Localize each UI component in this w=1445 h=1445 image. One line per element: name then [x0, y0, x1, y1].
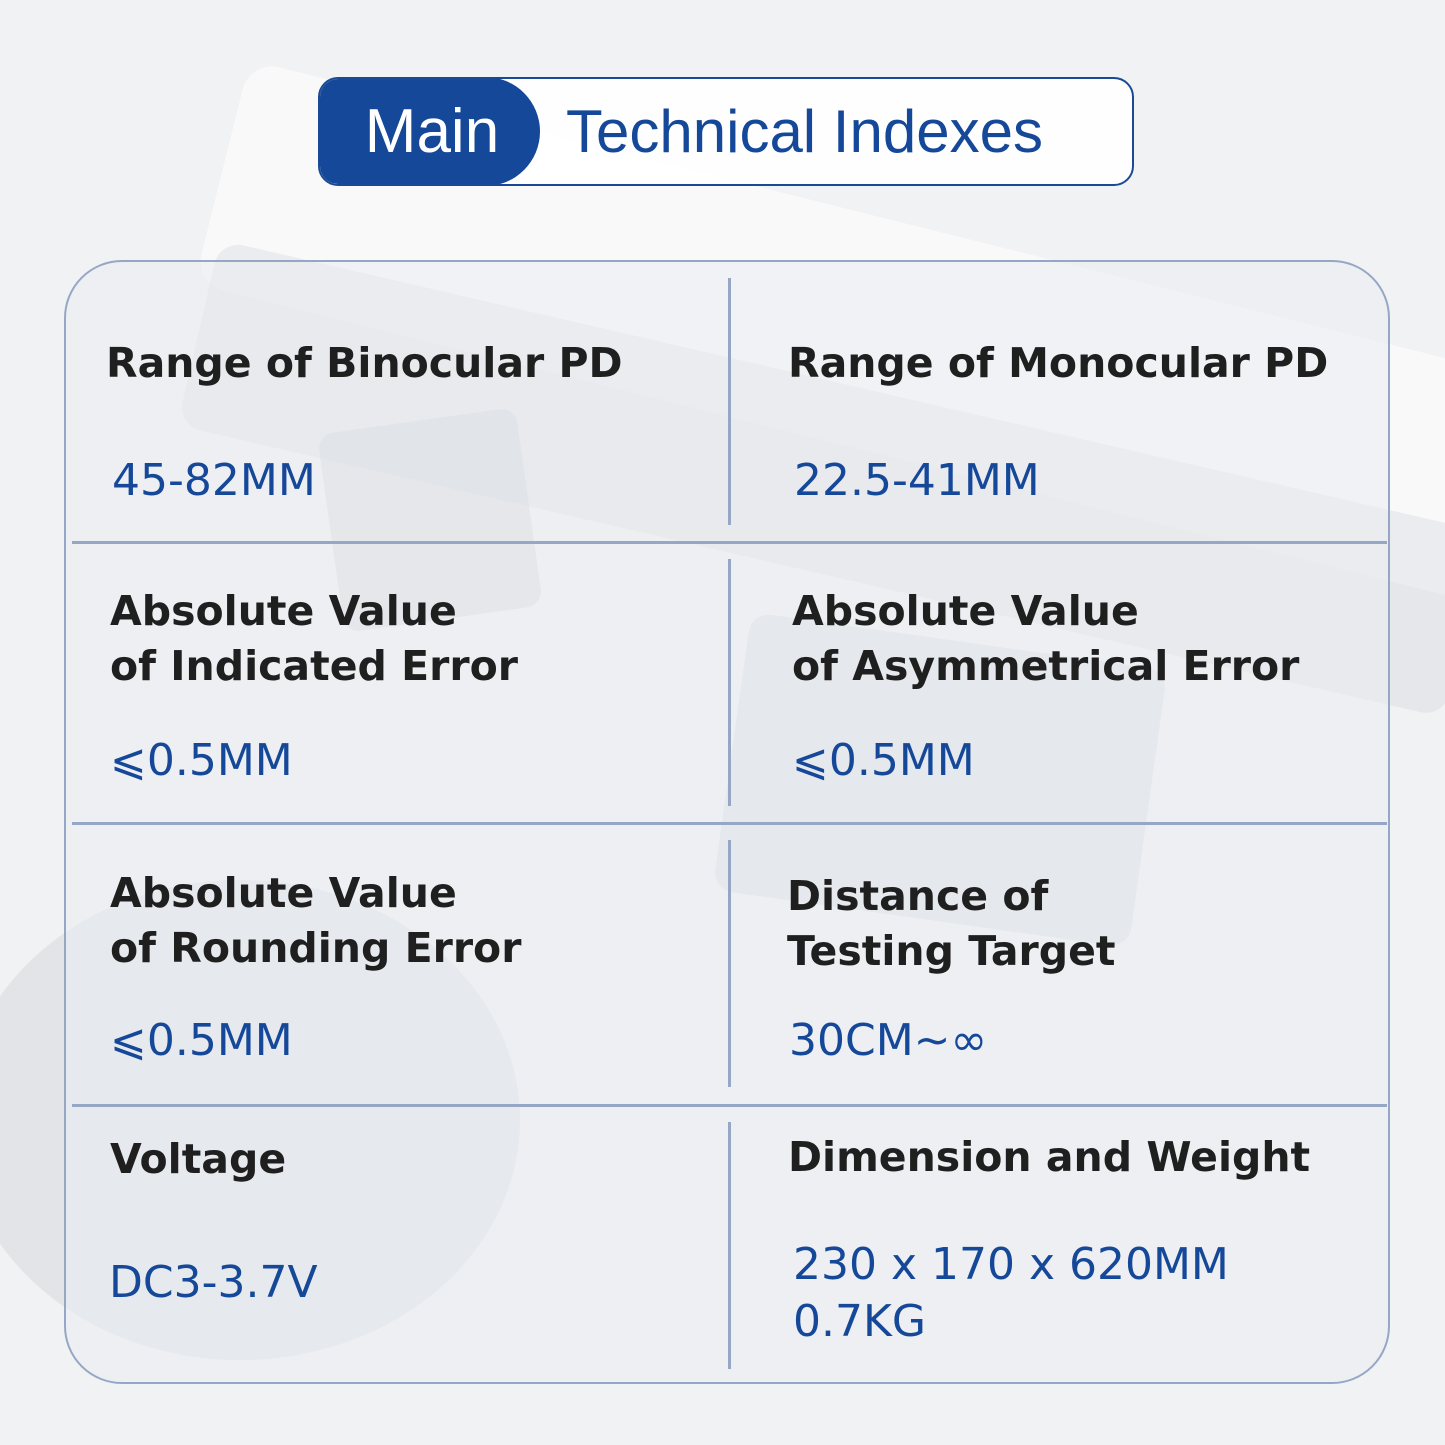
spec-value: ⩽0.5MM [110, 732, 293, 789]
row-divider [72, 822, 1387, 825]
column-divider [728, 840, 731, 1087]
spec-label: Voltage [110, 1132, 286, 1187]
spec-value: 45-82MM [112, 452, 316, 509]
spec-label: Distance of Testing Target [787, 869, 1116, 979]
spec-table: Range of Binocular PD 45-82MM Range of M… [64, 260, 1390, 1384]
spec-value: 30CM~∞ [789, 1012, 987, 1069]
column-divider [728, 559, 731, 806]
page-title: Main Technical Indexes [318, 77, 1134, 186]
spec-label: Absolute Value of Rounding Error [110, 866, 521, 976]
spec-label: Range of Monocular PD [788, 336, 1328, 391]
spec-label: Range of Binocular PD [106, 336, 623, 391]
spec-value: DC3-3.7V [109, 1254, 318, 1311]
title-text: Technical Indexes [566, 79, 1043, 184]
row-divider [72, 1104, 1387, 1107]
column-divider [728, 278, 731, 525]
spec-value: ⩽0.5MM [792, 732, 975, 789]
spec-label: Dimension and Weight [788, 1130, 1310, 1185]
spec-value: 230 x 170 x 620MM 0.7KG [793, 1236, 1229, 1350]
column-divider [728, 1122, 731, 1369]
spec-value: 22.5-41MM [794, 452, 1040, 509]
spec-value: ⩽0.5MM [110, 1012, 293, 1069]
spec-label: Absolute Value of Asymmetrical Error [792, 584, 1299, 694]
spec-label: Absolute Value of Indicated Error [110, 584, 518, 694]
row-divider [72, 541, 1387, 544]
title-highlight: Main [318, 77, 540, 186]
